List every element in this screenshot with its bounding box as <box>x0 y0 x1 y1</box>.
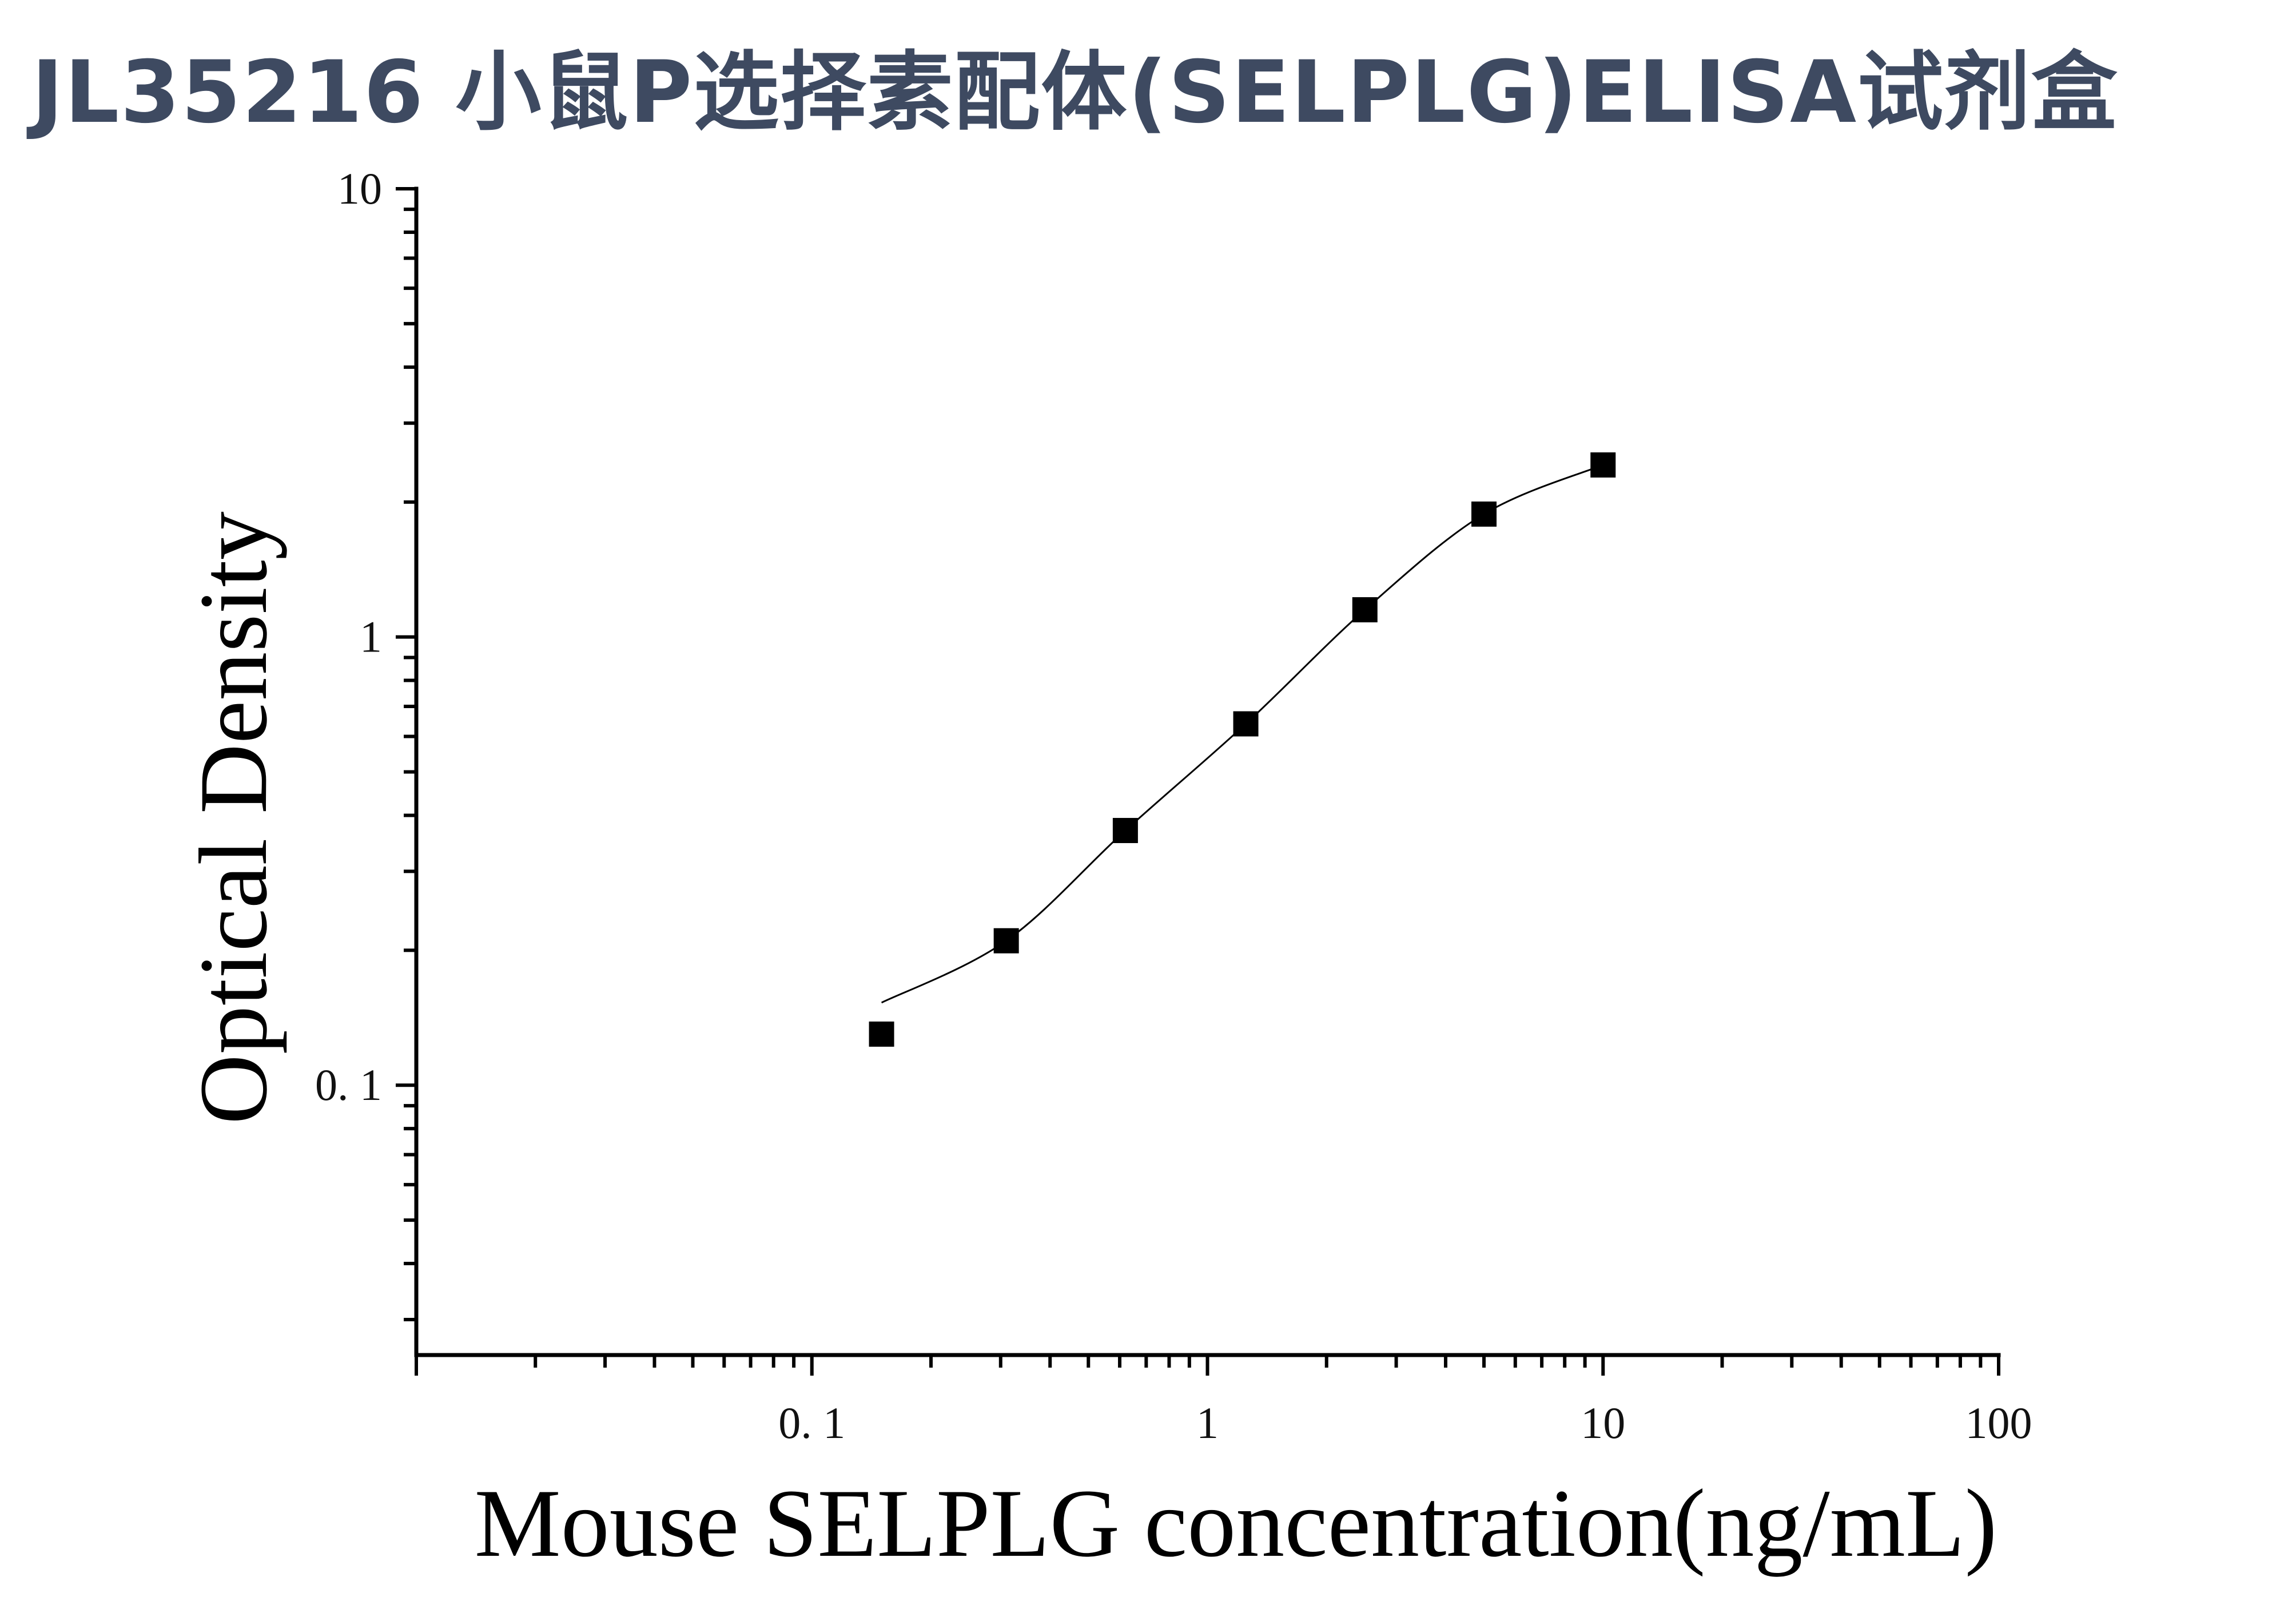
y-axis-title: Optical Density <box>180 511 287 1125</box>
axes <box>414 186 2001 1357</box>
data-points <box>869 452 1616 1047</box>
y-axis-ticks: 0. 1 1 10 <box>315 164 416 1321</box>
y-tick-label: 0. 1 <box>315 1060 382 1110</box>
x-axis-title: Mouse SELPLG concentration(ng/mL) <box>475 1469 1997 1577</box>
chart-title: JL35216 小鼠P选择素配体(SELPLG)ELISA试剂盒 <box>31 43 2119 142</box>
y-tick-label: 10 <box>337 164 382 213</box>
x-tick-label: 0. 1 <box>778 1398 845 1448</box>
x-tick-label: 100 <box>1965 1398 2032 1448</box>
data-point <box>1112 817 1138 843</box>
x-axis-ticks: 0. 1 1 10 100 <box>415 1355 2032 1448</box>
x-tick-label: 1 <box>1196 1398 1219 1448</box>
data-point <box>993 928 1019 954</box>
data-point <box>1233 711 1259 737</box>
x-tick-label: 10 <box>1581 1398 1625 1448</box>
data-point <box>1352 597 1378 623</box>
data-point <box>869 1021 894 1047</box>
data-point <box>1471 501 1497 527</box>
data-point <box>1590 452 1616 478</box>
y-tick-label: 1 <box>360 612 382 662</box>
